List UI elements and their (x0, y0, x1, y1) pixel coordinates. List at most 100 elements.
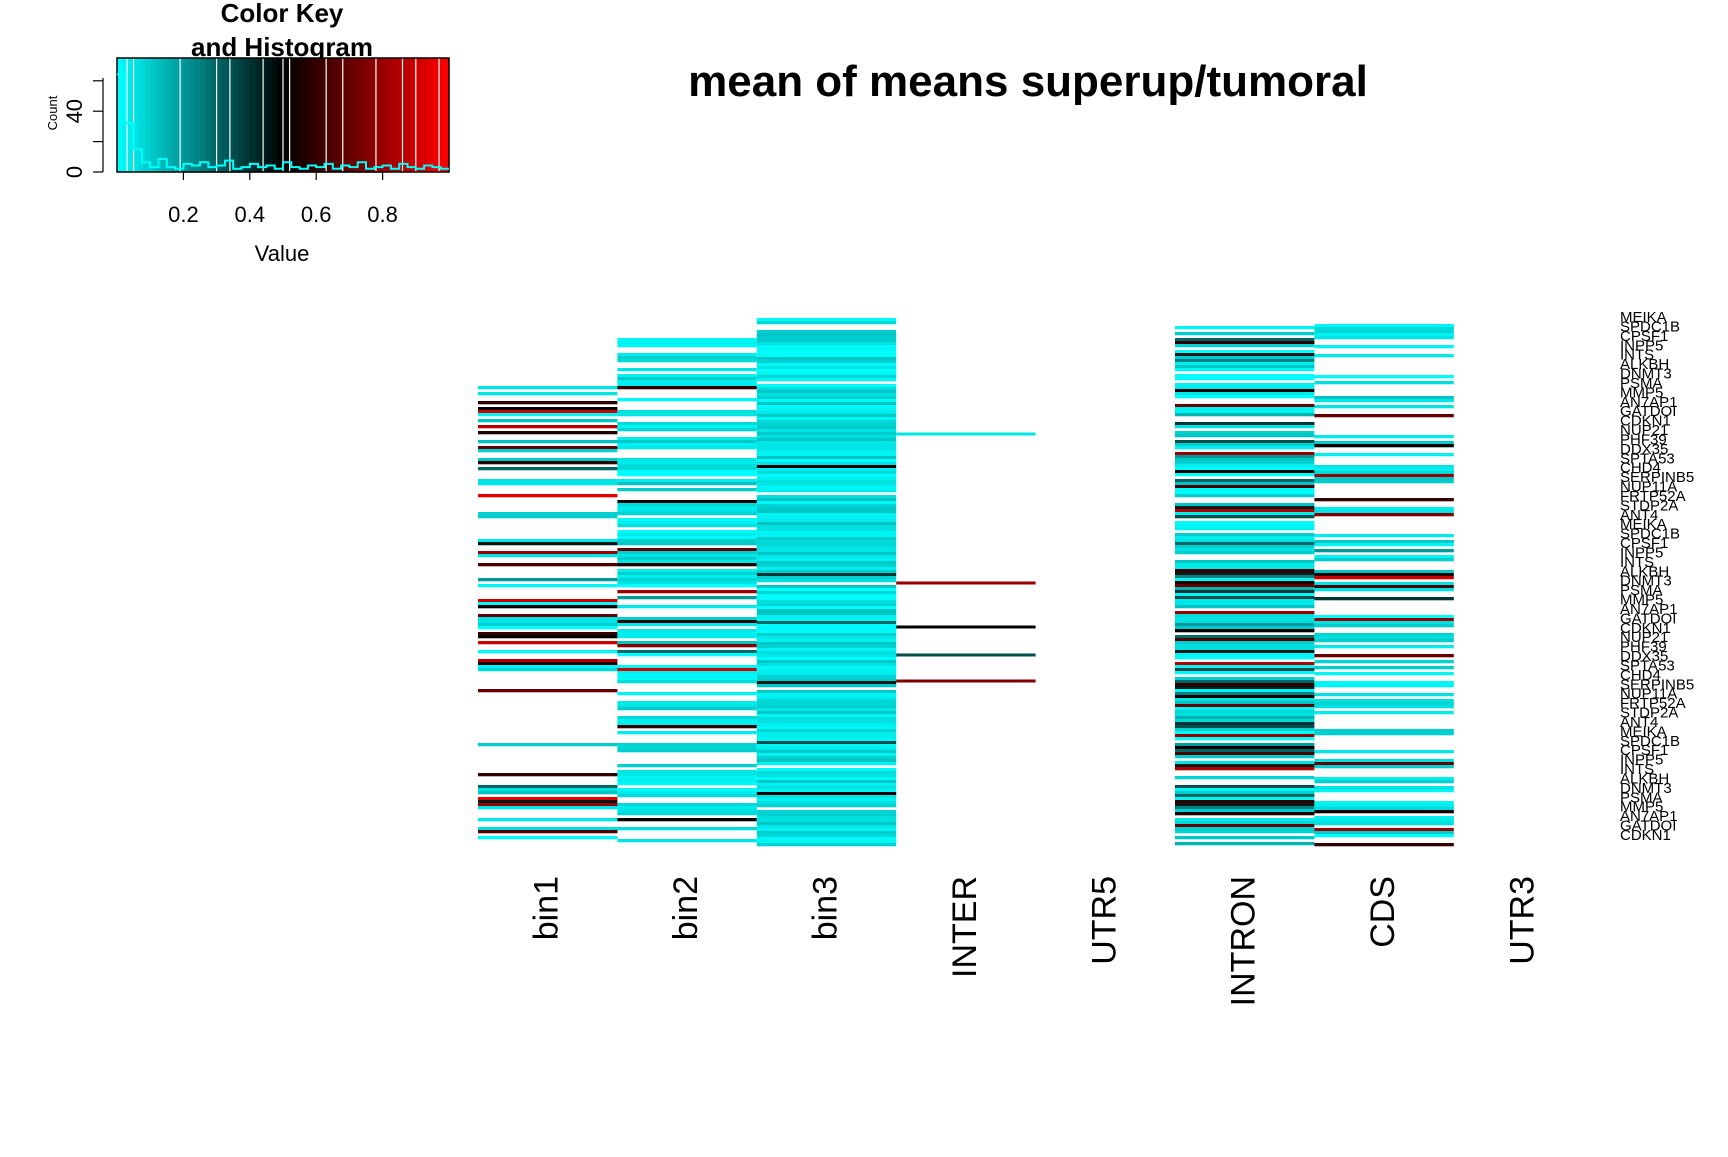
heatmap-cell (756, 675, 897, 679)
color-key-swatch (305, 58, 312, 172)
heatmap-cell (756, 732, 897, 736)
row-label: MMP5 (1620, 592, 1663, 609)
heatmap-cell (756, 723, 897, 727)
row-label: MEIKA (1620, 516, 1667, 533)
heatmap-cell (1175, 515, 1315, 519)
heatmap-cell (478, 668, 618, 672)
heatmap-cell (756, 669, 897, 673)
heatmap-cell (617, 353, 757, 357)
heatmap-cell (1175, 509, 1315, 513)
heatmap-cell (1175, 485, 1315, 489)
row-label: STDP2A (1620, 497, 1678, 514)
heatmap-cell (756, 357, 897, 361)
heatmap-cell (1314, 582, 1454, 586)
heatmap-cell (617, 386, 757, 390)
heatmap-cell (756, 615, 897, 619)
color-key-ylabel: Count (45, 95, 60, 130)
heatmap-cell (1175, 512, 1315, 516)
heatmap-cell (1175, 812, 1315, 816)
heatmap-cell (756, 816, 897, 820)
heatmap-cell (617, 764, 757, 768)
row-label: DNMT3 (1620, 573, 1672, 590)
heatmap-cell (756, 585, 897, 589)
heatmap-cell (756, 771, 897, 775)
heatmap-cell (756, 639, 897, 643)
heatmap-cell (617, 641, 757, 645)
heatmap-cell (1175, 653, 1315, 657)
heatmap-cell (1314, 654, 1454, 658)
heatmap-cell (478, 440, 618, 444)
column-label: INTRON (1225, 876, 1263, 1006)
heatmap-cell (478, 539, 618, 543)
heatmap-cell (478, 392, 618, 396)
heatmap-cell (1314, 534, 1454, 538)
heatmap-cell (756, 609, 897, 613)
heatmap-cell (617, 671, 757, 675)
heatmap-cell (1314, 354, 1454, 358)
heatmap-cell (1175, 803, 1315, 807)
heatmap-cell (617, 512, 757, 516)
heatmap-cell (1175, 737, 1315, 741)
heatmap-cell (756, 729, 897, 733)
heatmap-cell (756, 564, 897, 568)
heatmap-cell (478, 689, 618, 693)
heatmap-cell (756, 387, 897, 391)
heatmap-cell (1175, 629, 1315, 633)
heatmap-cell (478, 806, 618, 810)
heatmap-cell (756, 462, 897, 466)
heatmap-cell (756, 624, 897, 628)
heatmap-cell (756, 633, 897, 637)
heatmap-cell (896, 679, 1036, 683)
color-key-swatch (177, 58, 184, 172)
heatmap-cell (1314, 804, 1454, 808)
heatmap-cell (617, 398, 757, 402)
heatmap-cell (1175, 386, 1315, 390)
heatmap-cell (1175, 362, 1315, 366)
heatmap-cell (617, 506, 757, 510)
heatmap-cell (756, 741, 897, 745)
heatmap-cell (1175, 836, 1315, 840)
heatmap-cell (617, 809, 757, 813)
heatmap-cell (756, 813, 897, 817)
color-key-swatch (316, 58, 323, 172)
heatmap-cell (756, 645, 897, 649)
heatmap-cell (1175, 458, 1315, 462)
heatmap-cell (617, 812, 757, 816)
heatmap-cell (478, 401, 618, 405)
color-key-swatch (183, 58, 190, 172)
heatmap-cell (617, 779, 757, 783)
color-key-swatch (371, 58, 378, 172)
heatmap-cell (478, 788, 618, 792)
heatmap-cell (1314, 399, 1454, 403)
heatmap-cell (1175, 617, 1315, 621)
heatmap-cell (478, 461, 618, 465)
heatmap-cell (1314, 702, 1454, 706)
heatmap-cell (617, 632, 757, 636)
heatmap-cell (478, 641, 618, 645)
heatmap-cell (756, 834, 897, 838)
color-key-swatch (205, 58, 212, 172)
row-label: ALKBH (1620, 770, 1669, 787)
heatmap-cell (1175, 599, 1315, 603)
heatmap-cell (1314, 468, 1454, 472)
heatmap-cell (756, 735, 897, 739)
row-labels: MEIKASPDC1BCPSF1INPP5INTSALKBHDNMT3PSMAM… (1620, 309, 1694, 844)
row-label: NUP11A (1620, 686, 1677, 703)
heatmap-cell (478, 803, 618, 807)
heatmap-cell (756, 336, 897, 340)
heatmap-cell (617, 518, 757, 522)
heatmap-cell (617, 650, 757, 654)
row-label: INTS (1620, 347, 1654, 364)
heatmap-cell (756, 774, 897, 778)
heatmap-cell (756, 750, 897, 754)
heatmap-cell (478, 662, 618, 666)
heatmap-cell (756, 657, 897, 661)
heatmap-cell (756, 843, 897, 847)
heatmap-cell (1175, 749, 1315, 753)
heatmap-cell (1175, 716, 1315, 720)
color-key-swatch (277, 58, 284, 172)
row-label: MMP5 (1620, 799, 1663, 816)
heatmap-cell (756, 372, 897, 376)
heatmap-cell (756, 672, 897, 676)
row-label: GATDOI (1620, 403, 1676, 420)
